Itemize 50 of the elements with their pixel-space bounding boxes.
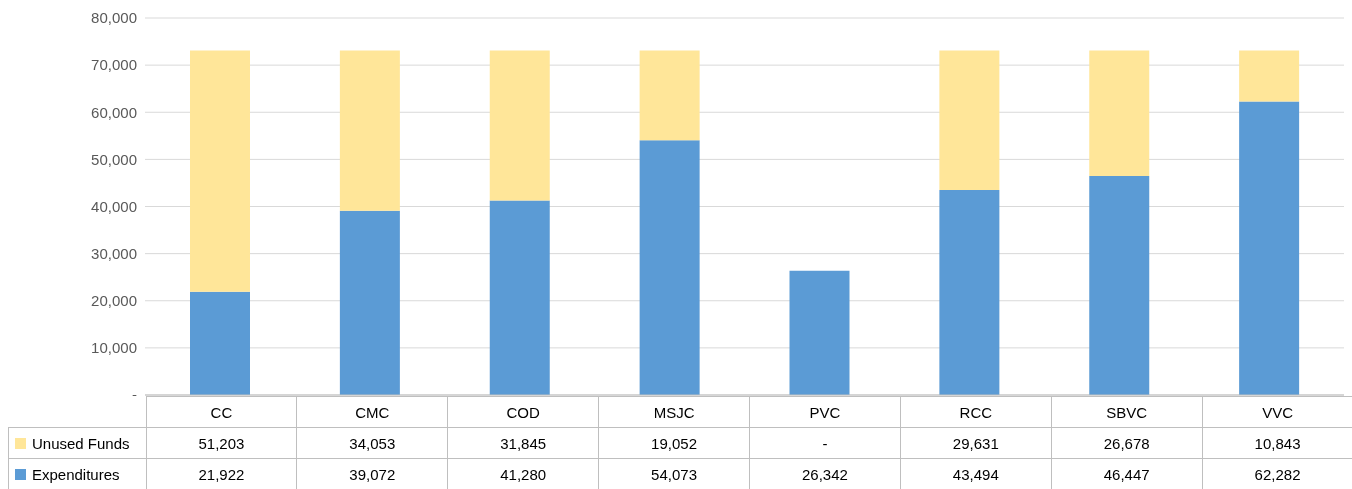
data-label: 29,631 (900, 427, 1052, 459)
bar (190, 50, 250, 292)
bar (1089, 176, 1150, 395)
bar (639, 50, 700, 141)
y-tick-label: 50,000 (91, 150, 137, 168)
bar (939, 50, 1000, 191)
bar (1089, 50, 1150, 177)
bar (1239, 50, 1300, 102)
bar (339, 210, 400, 395)
bar (789, 270, 850, 395)
y-tick-label: - (132, 386, 137, 404)
data-label: 46,447 (1051, 458, 1203, 489)
text: - (822, 434, 828, 452)
data-label: 54,073 (598, 458, 750, 489)
x-tick-label: PVC (749, 396, 901, 428)
legend-label: Unused Funds (8, 427, 146, 459)
legend-label: Expenditures (8, 458, 146, 489)
bar (489, 200, 550, 395)
x-tick-label: COD (447, 396, 599, 428)
bar (489, 50, 550, 201)
x-tick-label: SBVC (1051, 396, 1203, 428)
x-tick-label: MSJC (598, 396, 750, 428)
y-tick-label: 20,000 (91, 292, 137, 310)
y-tick-label: 40,000 (91, 197, 137, 215)
data-label: 51,203 (146, 427, 297, 459)
data-label: 41,280 (447, 458, 599, 489)
bar (190, 291, 250, 395)
y-tick-label: 60,000 (91, 103, 137, 121)
bar (1239, 101, 1300, 395)
y-tick-label: 30,000 (91, 244, 137, 262)
data-label: 39,072 (296, 458, 448, 489)
bar (639, 140, 700, 395)
data-label: 43,494 (900, 458, 1052, 489)
y-tick-label: 80,000 (91, 9, 137, 27)
bar (939, 190, 1000, 395)
data-label: 26,678 (1051, 427, 1203, 459)
y-tick-label: 10,000 (91, 339, 137, 357)
x-tick-label: CMC (296, 396, 448, 428)
data-label: 26,342 (749, 458, 901, 489)
data-label: 19,052 (598, 427, 750, 459)
bar (339, 50, 400, 211)
data-label: 34,053 (296, 427, 448, 459)
data-label: 62,282 (1202, 458, 1352, 489)
data-label: 21,922 (146, 458, 297, 489)
data-label: 31,845 (447, 427, 599, 459)
x-tick-label: VVC (1202, 396, 1352, 428)
x-tick-label: CC (146, 396, 297, 428)
x-tick-label: RCC (900, 396, 1052, 428)
y-tick-label: 70,000 (91, 56, 137, 74)
data-label: 10,843 (1202, 427, 1352, 459)
